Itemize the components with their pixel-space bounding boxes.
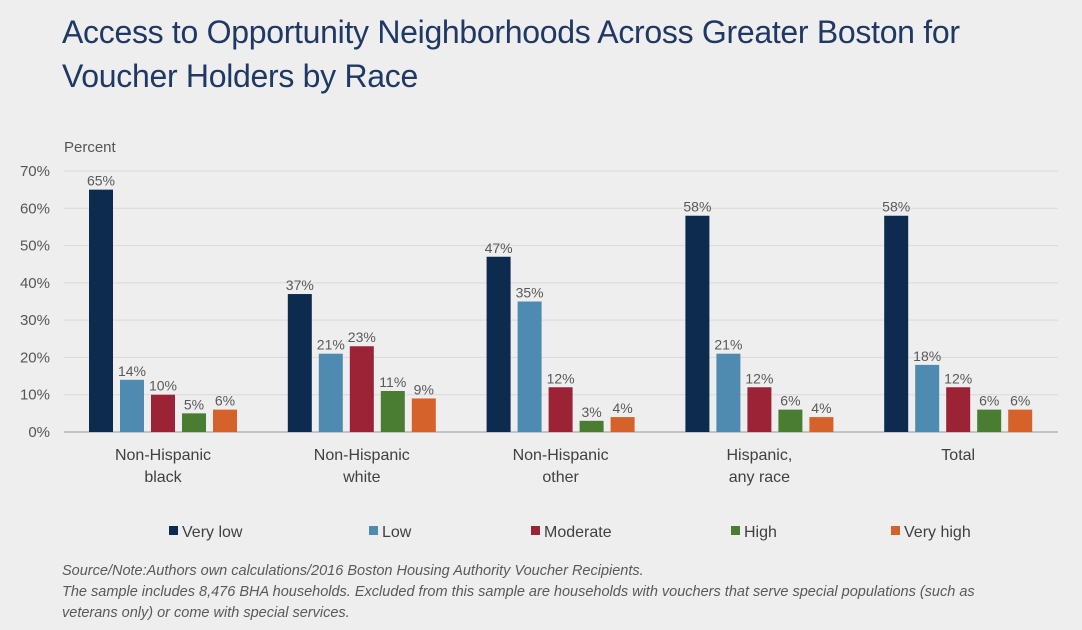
bar	[884, 215, 909, 432]
source-note: Source/Note:Authors own calculations/201…	[62, 561, 1062, 624]
legend-swatch	[891, 526, 900, 535]
bar	[610, 417, 635, 432]
data-label: 11%	[379, 374, 406, 390]
category-label: white	[342, 469, 380, 486]
bar	[915, 364, 940, 432]
bar	[778, 409, 803, 432]
bar	[349, 346, 374, 432]
bar	[685, 215, 710, 432]
data-label: 35%	[516, 285, 544, 301]
bar	[287, 294, 312, 432]
data-label: 47%	[485, 240, 513, 256]
category-label: any race	[729, 469, 790, 486]
bar	[548, 387, 573, 432]
bar	[120, 379, 144, 432]
bar	[946, 387, 971, 432]
legend-swatch	[531, 526, 540, 535]
category-label: Total	[941, 447, 975, 464]
y-axis-ticks: 0% 10% 20% 30% 40% 50% 60% 70%	[20, 163, 50, 441]
legend-label: Very low	[182, 524, 243, 541]
note-line-2: The sample includes 8,476 BHA households…	[62, 584, 975, 600]
note-line-3: veterans only) or come with special serv…	[62, 605, 350, 621]
bar	[747, 387, 772, 432]
category-label: Hispanic,	[726, 447, 792, 464]
data-label: 9%	[414, 381, 434, 397]
y-tick-label: 40%	[20, 275, 50, 292]
y-tick-label: 0%	[28, 424, 50, 441]
data-label: 37%	[286, 277, 314, 293]
bar	[151, 394, 175, 432]
bar	[809, 417, 834, 432]
data-label: 65%	[87, 173, 115, 189]
data-label: 12%	[944, 370, 972, 386]
data-label: 3%	[581, 404, 601, 420]
note-line-1: Source/Note:Authors own calculations/201…	[62, 563, 644, 579]
y-tick-label: 60%	[20, 200, 50, 217]
y-axis-label: Percent	[64, 139, 117, 156]
bar	[716, 353, 741, 432]
legend: Very low Low Moderate High Very high	[169, 524, 971, 541]
bar	[380, 390, 405, 432]
data-label: 21%	[714, 337, 742, 353]
y-tick-label: 10%	[20, 387, 50, 404]
bars	[89, 189, 1033, 432]
data-label: 10%	[149, 378, 177, 394]
category-label: black	[144, 469, 182, 486]
bar	[213, 409, 237, 432]
legend-swatch	[169, 526, 178, 535]
data-label: 21%	[317, 337, 345, 353]
data-label: 6%	[780, 393, 800, 409]
bar	[411, 398, 436, 432]
bar	[486, 256, 511, 432]
data-label: 6%	[1010, 393, 1030, 409]
bar	[89, 189, 113, 432]
data-label: 6%	[215, 393, 235, 409]
data-label: 6%	[979, 393, 999, 409]
bar	[318, 353, 343, 432]
legend-swatch	[731, 526, 740, 535]
data-label: 4%	[811, 400, 831, 416]
chart-title: Access to Opportunity Neighborhoods Acro…	[62, 14, 960, 94]
legend-label: Low	[382, 524, 412, 541]
bar	[977, 409, 1002, 432]
category-label: Non-Hispanic	[314, 447, 410, 464]
y-tick-label: 50%	[20, 238, 50, 255]
data-labels: 65%14%10%5% 6%37%21% 23%11% 9%47%35%12%3% 4%…	[87, 173, 1030, 420]
legend-label: High	[744, 524, 777, 541]
data-label: 4%	[612, 400, 632, 416]
category-label: Non-Hispanic	[513, 447, 609, 464]
data-label: 18%	[913, 348, 941, 364]
category-label: other	[542, 469, 579, 486]
y-tick-label: 30%	[20, 312, 50, 329]
y-tick-label: 20%	[20, 349, 50, 366]
data-label: 23%	[348, 329, 376, 345]
data-label: 5%	[184, 396, 204, 412]
data-label: 58%	[882, 199, 910, 215]
bar	[182, 413, 206, 432]
category-labels: Non-Hispanic black Non-Hispanic white Non-Hi…	[115, 447, 975, 486]
data-label: 12%	[547, 370, 575, 386]
bar-chart: Percent 0%10%20%30%40%50%60%70% 65%14%10…	[20, 139, 1058, 541]
legend-swatch	[369, 526, 378, 535]
legend-label: Very high	[904, 524, 971, 541]
bar	[579, 420, 604, 432]
category-label: Non-Hispanic	[115, 447, 211, 464]
data-label: 12%	[745, 370, 773, 386]
bar	[517, 301, 542, 432]
bar	[1008, 409, 1033, 432]
data-label: 58%	[683, 199, 711, 215]
data-label: 14%	[118, 363, 146, 379]
legend-label: Moderate	[544, 524, 612, 541]
y-tick-label: 70%	[20, 163, 50, 180]
